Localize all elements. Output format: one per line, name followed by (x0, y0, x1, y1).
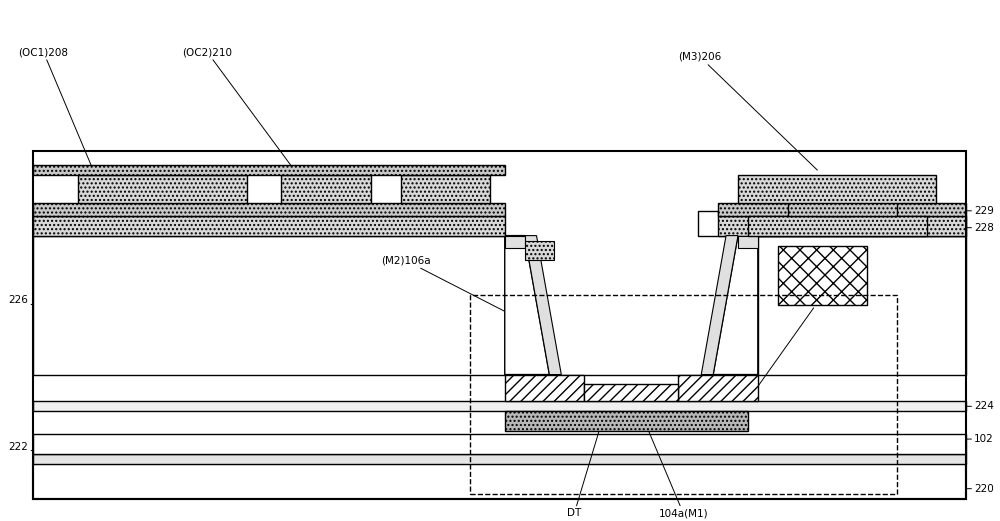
Polygon shape (33, 434, 966, 454)
Polygon shape (78, 175, 247, 203)
Text: 226: 226 (8, 295, 33, 305)
Polygon shape (33, 216, 505, 235)
Text: (M3)206: (M3)206 (678, 52, 817, 170)
Polygon shape (713, 235, 758, 375)
Polygon shape (525, 235, 561, 375)
Polygon shape (738, 175, 936, 203)
Polygon shape (505, 375, 584, 401)
Text: 222: 222 (8, 442, 33, 452)
Text: 102: 102 (966, 434, 994, 444)
Text: 228: 228 (966, 222, 994, 233)
Polygon shape (718, 203, 966, 216)
Polygon shape (505, 411, 748, 431)
Polygon shape (505, 235, 525, 247)
Polygon shape (817, 193, 852, 216)
Polygon shape (788, 198, 897, 216)
Polygon shape (738, 235, 758, 247)
Polygon shape (584, 384, 678, 401)
Text: (OC1)208: (OC1)208 (18, 47, 103, 193)
Polygon shape (758, 235, 966, 375)
Text: (M2)106a: (M2)106a (381, 255, 520, 319)
Polygon shape (33, 454, 966, 464)
Polygon shape (33, 464, 966, 499)
Text: 104a(M1): 104a(M1) (649, 431, 708, 518)
Polygon shape (778, 245, 867, 305)
Text: (OC2)210: (OC2)210 (182, 47, 311, 193)
Polygon shape (701, 235, 738, 375)
Polygon shape (33, 165, 505, 175)
Polygon shape (33, 401, 966, 411)
Text: DT: DT (567, 431, 599, 518)
Polygon shape (525, 241, 554, 260)
Polygon shape (698, 211, 966, 235)
Text: 224: 224 (966, 401, 994, 411)
Polygon shape (33, 235, 505, 375)
Polygon shape (505, 235, 549, 375)
Polygon shape (678, 375, 758, 401)
Polygon shape (748, 216, 927, 235)
Polygon shape (33, 203, 505, 216)
Text: 229: 229 (966, 206, 994, 216)
Text: 220: 220 (966, 483, 994, 494)
Polygon shape (281, 175, 371, 203)
Polygon shape (718, 216, 966, 235)
Polygon shape (401, 175, 490, 203)
Text: 108(M2): 108(M2) (758, 295, 841, 387)
